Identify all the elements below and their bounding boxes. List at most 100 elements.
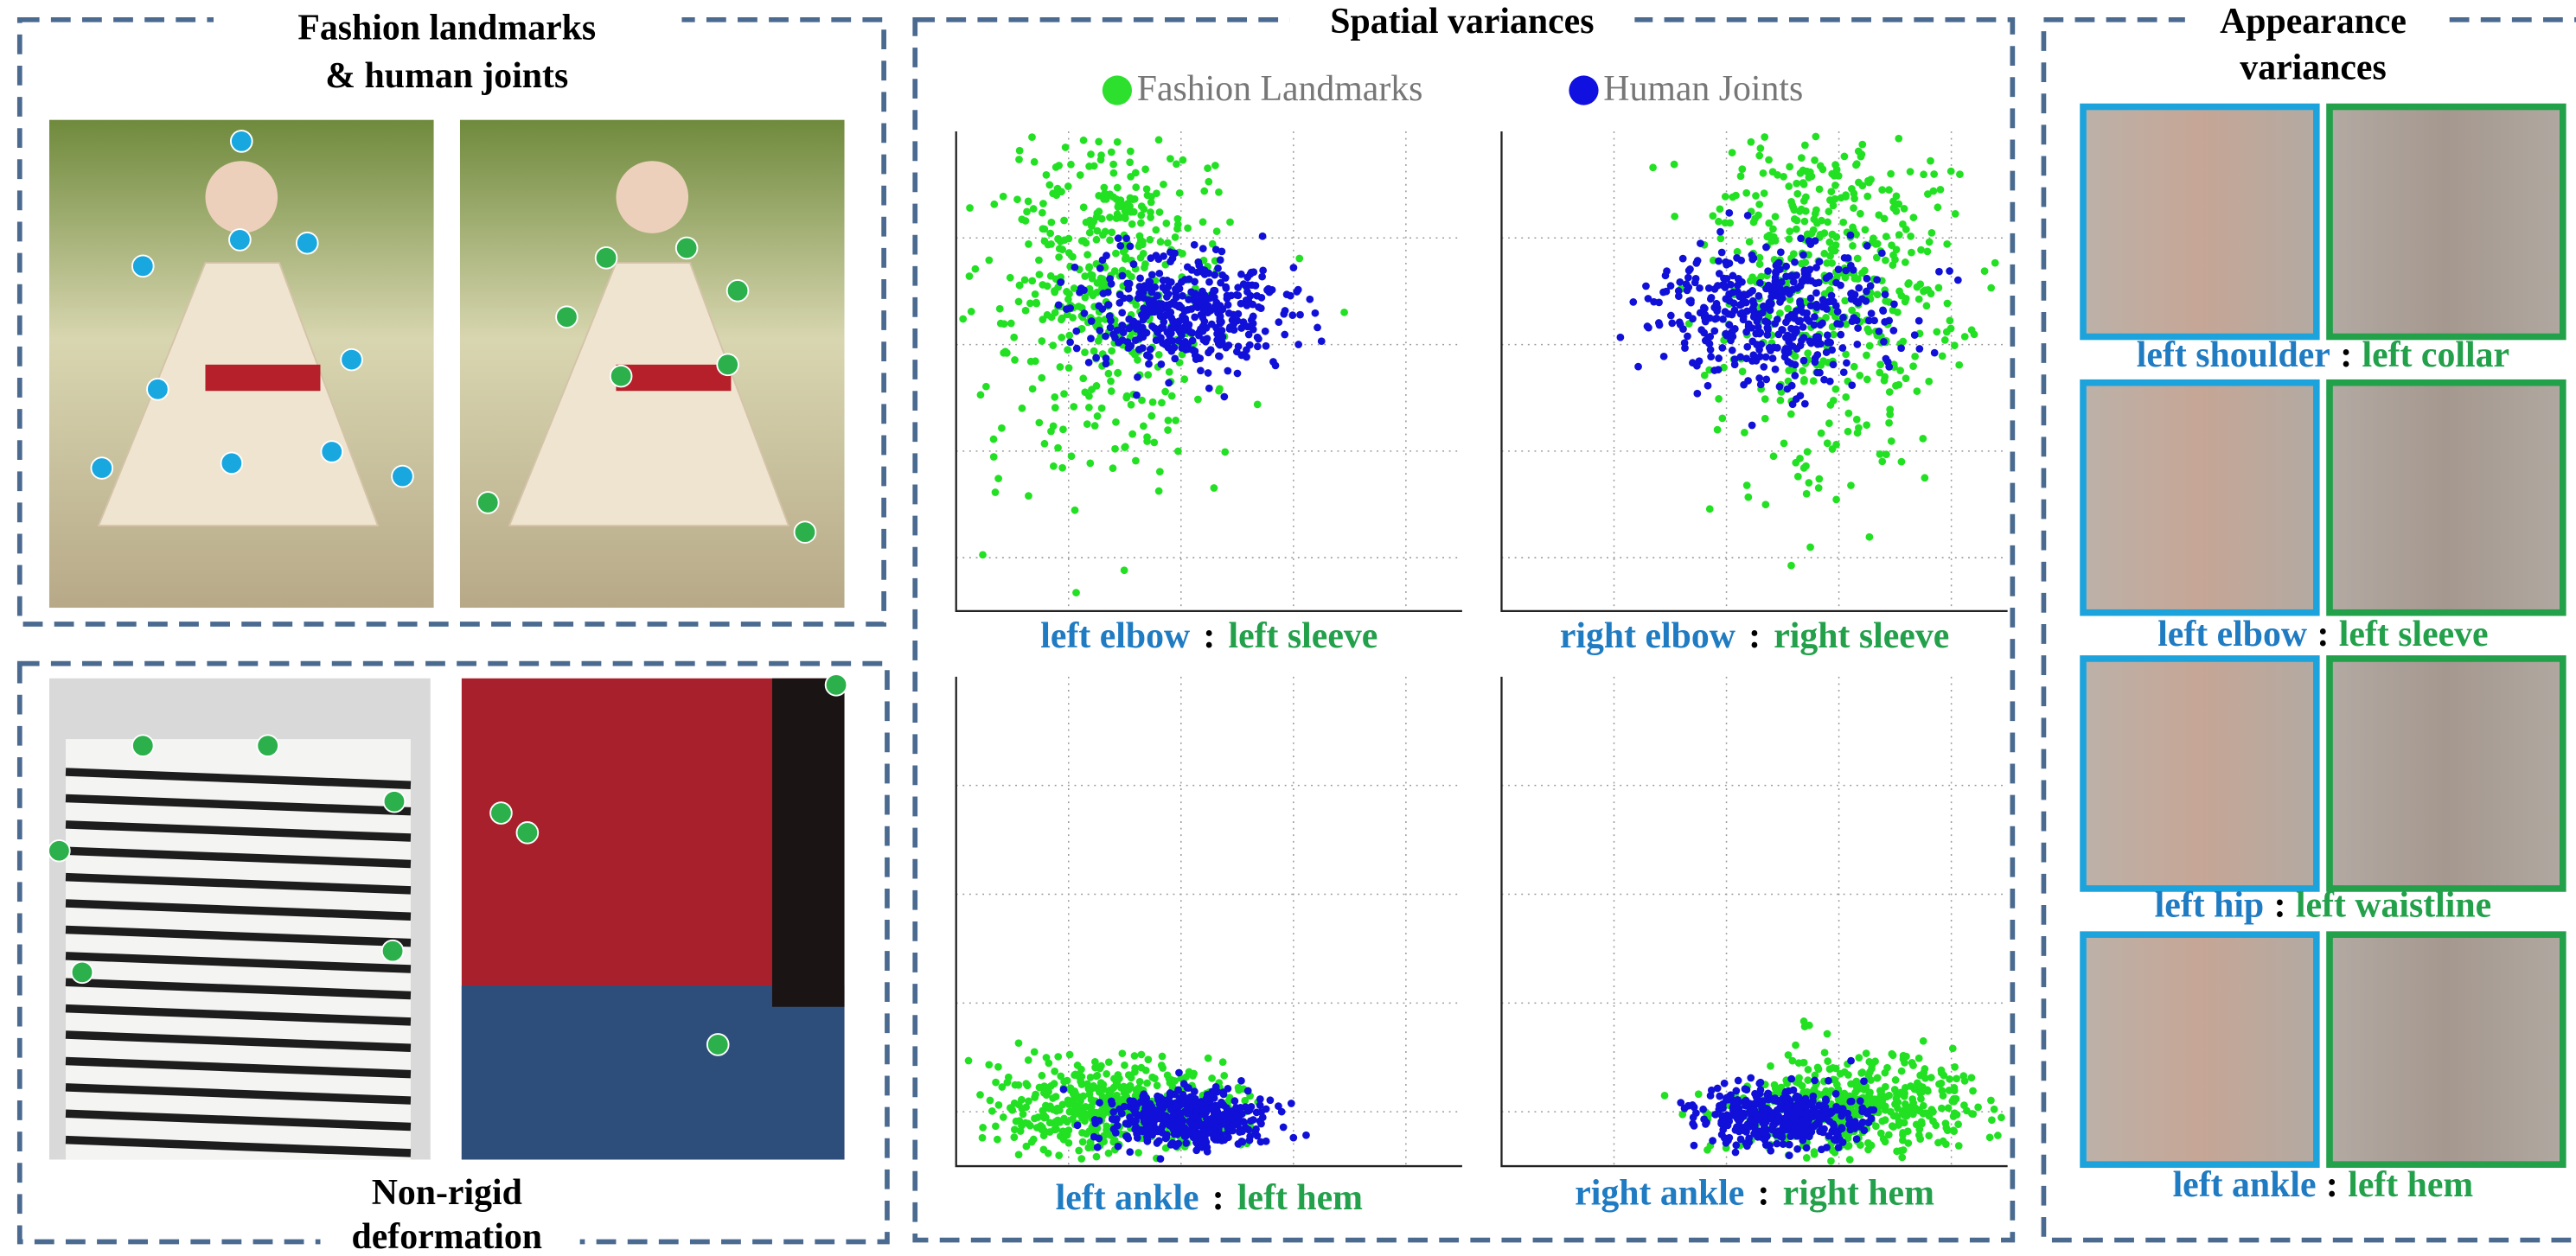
scatter-dot <box>1157 1155 1165 1163</box>
scatter-dot <box>1953 1074 1960 1082</box>
scatter-dot <box>1951 341 1959 349</box>
scatter-dot <box>1155 1137 1163 1144</box>
scatter-dot <box>1188 266 1196 274</box>
scatter-dot <box>1109 169 1117 177</box>
scatter-dot <box>1122 1119 1130 1127</box>
scatter-dot <box>1837 331 1844 339</box>
scatter-dot <box>1170 1111 1178 1119</box>
scatter-dot <box>1096 1065 1104 1073</box>
scatter-dot <box>1121 443 1128 451</box>
scatter-dot <box>1879 307 1887 315</box>
caption-separator: : <box>2317 615 2329 654</box>
scatter-dot <box>1799 179 1807 187</box>
scatter-dot <box>1925 378 1933 386</box>
keypoint <box>676 238 698 259</box>
scatter-dot <box>1060 1115 1068 1123</box>
sash <box>205 365 320 391</box>
scatter-dot <box>1071 264 1079 271</box>
scatter-dot <box>1804 1129 1812 1137</box>
scatter-dot <box>1803 1108 1811 1116</box>
scatter-dot <box>1135 1127 1143 1135</box>
scatter-dot <box>994 1136 1001 1144</box>
scatter-dot <box>1704 382 1712 390</box>
scatter-dot <box>1080 137 1088 144</box>
scatter-dot <box>1772 1085 1780 1093</box>
scatter-dot <box>1254 400 1262 408</box>
scatter-dot <box>1216 353 1224 360</box>
scatter-dot <box>1095 138 1103 146</box>
scatter-dot <box>1799 1137 1806 1144</box>
scatter-dot <box>1145 360 1153 368</box>
scatter-dot <box>1818 1145 1825 1153</box>
scatter-dot <box>1805 479 1812 487</box>
scatter-dot <box>1778 326 1786 334</box>
scatter-dot <box>1757 144 1765 152</box>
scatter-dot <box>1318 337 1326 345</box>
scatter-dot <box>1028 277 1036 284</box>
scatter-dot <box>1744 212 1752 220</box>
scatter-dot <box>1212 324 1220 332</box>
scatter-dot <box>1721 1080 1729 1087</box>
scatter-dot <box>1899 1137 1907 1144</box>
scatter-dot <box>1878 186 1886 194</box>
scatter-dot <box>1750 311 1758 319</box>
scatter-dot <box>1796 300 1804 308</box>
scatter-dot <box>1886 411 1894 418</box>
scatter-dot <box>1055 253 1063 261</box>
scatter-dot <box>1099 275 1107 283</box>
scatter-dot <box>1259 233 1267 240</box>
scatter-dot <box>1031 1049 1039 1056</box>
scatter-dot <box>1810 215 1818 223</box>
scatter-dot <box>1762 354 1770 361</box>
scatter-dot <box>1135 1149 1142 1157</box>
scatter-dot <box>1073 1105 1081 1113</box>
scatter-dot <box>1165 290 1173 298</box>
scatter-dot <box>1244 1087 1252 1095</box>
scatter-dot <box>1159 1053 1167 1061</box>
scatter-dot <box>1068 452 1076 460</box>
scatter-dot <box>1804 271 1812 279</box>
scatter-dot <box>1080 286 1088 294</box>
scatter-dot <box>1054 185 1062 193</box>
scatter-dot <box>1920 1102 1927 1110</box>
scatter-dot <box>1842 393 1850 401</box>
scatter-dot <box>1860 1126 1868 1134</box>
scatter-dot <box>1275 318 1282 326</box>
scatter-dot <box>994 475 1002 482</box>
scatter-dot <box>1863 1049 1870 1057</box>
scatter-dot <box>1314 324 1321 332</box>
scatter-dot <box>1093 289 1101 296</box>
scatter-dot <box>1755 212 1762 220</box>
scatter-dot <box>1051 1068 1058 1075</box>
scatter-dot <box>1262 328 1269 335</box>
scatter-dot <box>1754 1111 1761 1119</box>
scatter-dot <box>1667 312 1675 320</box>
landmark-patch <box>2330 659 2563 889</box>
scatter-dot <box>1718 414 1726 422</box>
scatter-dot <box>1801 258 1809 266</box>
scatter-dot <box>1762 1141 1770 1149</box>
scatter-dot <box>1824 1030 1831 1038</box>
scatter-dot <box>1882 355 1890 363</box>
scatter-dot <box>1095 302 1103 309</box>
scatter-dot <box>1079 237 1087 245</box>
scatter-dot <box>1642 283 1650 290</box>
scatter-dot <box>1935 268 1943 276</box>
scatter-dot <box>1715 258 1723 265</box>
scatter-dot <box>1829 231 1837 239</box>
scatter-dot <box>1714 1085 1722 1093</box>
scatter-dot <box>1757 380 1765 388</box>
scatter-dot <box>1143 1133 1151 1141</box>
scatter-dot <box>1799 1082 1806 1090</box>
scatter-dot <box>1981 267 1989 275</box>
scatter-dot <box>1054 1053 1062 1061</box>
scatter-dot <box>1825 207 1832 215</box>
scatter-dot <box>1737 172 1745 180</box>
scatter-dot <box>1743 1142 1751 1150</box>
scatter-dot <box>1090 347 1098 355</box>
scatter-dot <box>1863 288 1870 296</box>
scatter-dot <box>1222 344 1230 352</box>
scatter-dot <box>1705 284 1713 292</box>
scatter-dot <box>1290 264 1298 271</box>
scatter-dot <box>1849 242 1857 250</box>
